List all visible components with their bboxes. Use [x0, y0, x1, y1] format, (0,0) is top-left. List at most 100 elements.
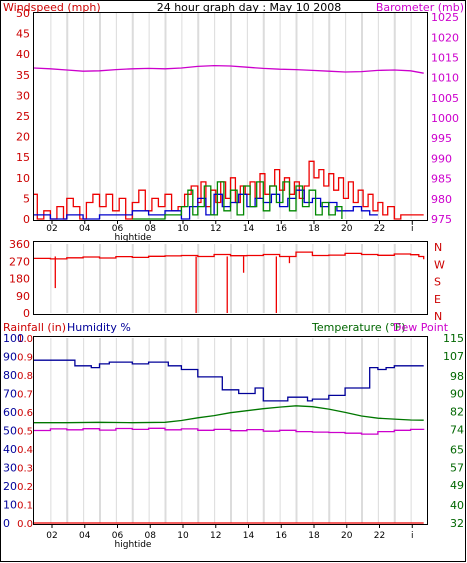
- direction-tick-label: 0: [23, 307, 30, 320]
- panel-3-series: [34, 359, 425, 524]
- barometer-tick-label: 980: [431, 193, 452, 206]
- time-tick-label: 20: [341, 224, 353, 234]
- barometer-tick-labels: 975 980 985 990 995 1000 1005 1010 1015 1020 1025: [431, 11, 459, 226]
- humidity-tick-label: 70: [3, 388, 17, 401]
- windspeed-tick-label: 25: [16, 110, 30, 123]
- time-tick-label: 18: [308, 531, 320, 541]
- dew-point-line: [34, 427, 425, 435]
- rainfall-tick-label: 0.7: [17, 390, 33, 401]
- direction-degree-labels: 0 90 180 270 360: [9, 238, 30, 320]
- windspeed-tick-label: 30: [16, 89, 30, 102]
- time-tick-label: 06: [112, 531, 124, 541]
- barometer-tick-label: 1025: [431, 11, 459, 24]
- time-tick-label: 16: [276, 224, 288, 234]
- dew-point-axis-label: Dew Point: [393, 321, 449, 334]
- temperature-tick-label: 57: [450, 461, 464, 474]
- green-line: [132, 181, 343, 220]
- rainfall-tick-label: 0.0: [17, 519, 33, 530]
- panel-1-grid: [50, 13, 412, 219]
- time-tick-label: 12: [210, 224, 221, 234]
- rainfall-axis-label: Rainfall (in): [3, 321, 66, 334]
- direction-tick-label: 360: [9, 238, 30, 251]
- humidity-tick-label: 50: [3, 425, 17, 438]
- humidity-tick-label: 20: [3, 480, 17, 493]
- barometer-tick-label: 1020: [431, 31, 459, 44]
- temperature-tick-label: 115: [443, 332, 464, 345]
- compass-label: S: [434, 276, 441, 289]
- time-tick-label: 10: [177, 224, 189, 234]
- time-tick-label: 04: [79, 531, 91, 541]
- humidity-axis-label: Humidity %: [67, 321, 131, 334]
- time-tick-label: 14: [243, 224, 255, 234]
- time-tick-label: i: [411, 531, 414, 541]
- hightide-label-top: hightide: [115, 233, 152, 243]
- rainfall-tick-label: 1.0: [17, 334, 33, 345]
- temperature-tick-label: 90: [450, 388, 464, 401]
- windspeed-tick-label: 40: [16, 48, 30, 61]
- temperature-tick-label: 32: [450, 517, 464, 530]
- humidity-tick-label: 90: [3, 351, 17, 364]
- temperature-tick-label: 98: [450, 370, 464, 383]
- time-tick-labels-bottom: 02 04 06 08 10 12 14 16 18 20 22 i: [46, 524, 414, 541]
- temperature-tick-label: 82: [450, 406, 464, 419]
- humidity-tick-label: 0: [3, 517, 10, 530]
- barometer-tick-label: 995: [431, 132, 452, 145]
- barometer-tick-label: 975: [431, 213, 452, 226]
- temperature-axis-label: Temperature (°F): [311, 321, 406, 334]
- temperature-tick-label: 107: [443, 350, 464, 363]
- barometer-tick-label: 985: [431, 173, 452, 186]
- rainfall-tick-label: 0.4: [17, 445, 33, 456]
- windspeed-tick-label: 15: [16, 151, 30, 164]
- barometer-tick-label: 1010: [431, 72, 459, 85]
- time-tick-label: 08: [145, 224, 157, 234]
- time-tick-label: 22: [374, 224, 385, 234]
- time-tick-label: 18: [308, 224, 320, 234]
- time-tick-label: 22: [374, 531, 385, 541]
- barometer-tick-label: 1000: [431, 112, 459, 125]
- rainfall-tick-label: 0.9: [17, 353, 33, 364]
- humidity-tick-label: 60: [3, 406, 17, 419]
- time-tick-labels-top: 02 04 06 08 10 12 14 16 18 20 22 i: [46, 220, 414, 234]
- time-tick-label: 16: [276, 531, 288, 541]
- humidity-line: [34, 359, 424, 402]
- windspeed-tick-label: 20: [16, 131, 30, 144]
- chart-title: 24 hour graph day : May 10 2008: [157, 1, 342, 14]
- time-tick-label: 12: [210, 531, 221, 541]
- temperature-tick-labels: 32 40 49 57 65 74 82 90 98 107 115: [443, 332, 464, 530]
- compass-label: N: [434, 310, 442, 323]
- temperature-tick-label: 40: [450, 499, 464, 512]
- windspeed-tick-label: 50: [16, 7, 30, 20]
- humidity-tick-label: 100: [3, 332, 24, 345]
- barometer-line: [33, 64, 424, 74]
- windspeed-tick-label: 45: [16, 28, 30, 41]
- rainfall-tick-label: 0.2: [17, 482, 33, 493]
- humidity-tick-label: 80: [3, 369, 17, 382]
- time-tick-label: 14: [243, 531, 255, 541]
- temperature-line: [34, 405, 424, 424]
- rain-humidity-temperature-panel: 0.0 0.1 0.2 0.3 0.4 0.5 0.6 0.7 0.8 0.9 1.0 0 10 20 3…: [3, 332, 464, 530]
- direction-tick-label: 90: [16, 290, 30, 303]
- compass-label: W: [434, 258, 445, 271]
- humidity-tick-label: 30: [3, 462, 17, 475]
- temperature-tick-label: 74: [450, 423, 464, 436]
- windspeed-axis-label: Windspeed (mph): [3, 1, 101, 14]
- hightide-label-bottom: hightide: [115, 540, 152, 550]
- windspeed-tick-label: 0: [23, 213, 30, 226]
- time-tick-label: i: [411, 224, 414, 234]
- windspeed-tick-label: 10: [16, 172, 30, 185]
- compass-label: E: [434, 293, 441, 306]
- barometer-tick-label: 1015: [431, 51, 459, 64]
- rainfall-tick-labels: 0.0 0.1 0.2 0.3 0.4 0.5 0.6 0.7 0.8 0.9 1.0: [17, 334, 33, 530]
- time-tick-label: 08: [145, 531, 157, 541]
- direction-tick-label: 180: [9, 273, 30, 286]
- wind-direction-line: [34, 251, 425, 260]
- rainfall-tick-label: 0.6: [17, 408, 33, 419]
- direction-tick-label: 270: [9, 255, 30, 268]
- temperature-tick-label: 65: [450, 443, 464, 456]
- humidity-tick-label: 10: [3, 499, 17, 512]
- time-tick-label: 06: [112, 224, 124, 234]
